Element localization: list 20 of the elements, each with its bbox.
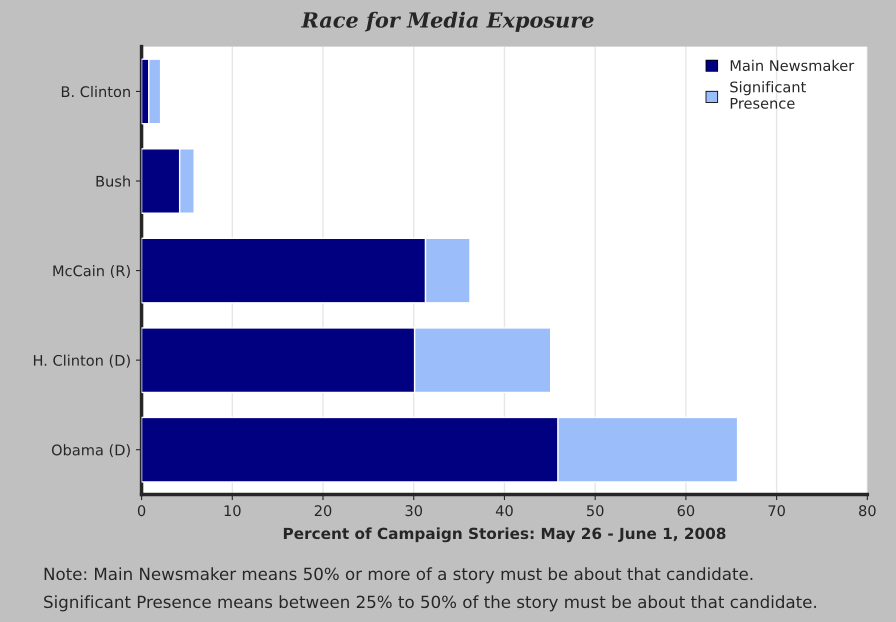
legend-label: Significant Presence	[730, 81, 806, 109]
text: Significant Presence means between 25% to 50% of the story must be about that candidate.	[44, 595, 816, 612]
y-tick-label: McCain (R)	[53, 265, 130, 278]
x-tick-label: 40	[496, 505, 513, 516]
x-tick-label: 10	[224, 505, 241, 516]
x-tick-label: 0	[138, 505, 146, 516]
x-tick-label: 20	[314, 505, 332, 516]
x-tick-label: 60	[678, 505, 694, 516]
text: Note: Main Newsmaker means 50% or more of a story must be about that candidate.	[44, 567, 752, 584]
x-axis-title: Percent of Campaign Stories: May 26 - June 1, 2008	[284, 527, 726, 542]
x-tick-label: 80	[859, 505, 876, 516]
x-tick-label: 70	[768, 505, 785, 516]
x-tick-label: 50	[587, 505, 604, 516]
y-tick-label: Obama (D)	[52, 444, 130, 458]
x-tick-label: 30	[406, 505, 422, 516]
chart-title: Race for Media Exposure	[301, 12, 594, 32]
y-tick-label: B. Clinton	[62, 86, 130, 98]
y-tick-label: H. Clinton (D)	[34, 354, 130, 368]
legend-label: Main Newsmaker	[730, 60, 854, 72]
y-tick-label: Bush	[96, 175, 130, 187]
